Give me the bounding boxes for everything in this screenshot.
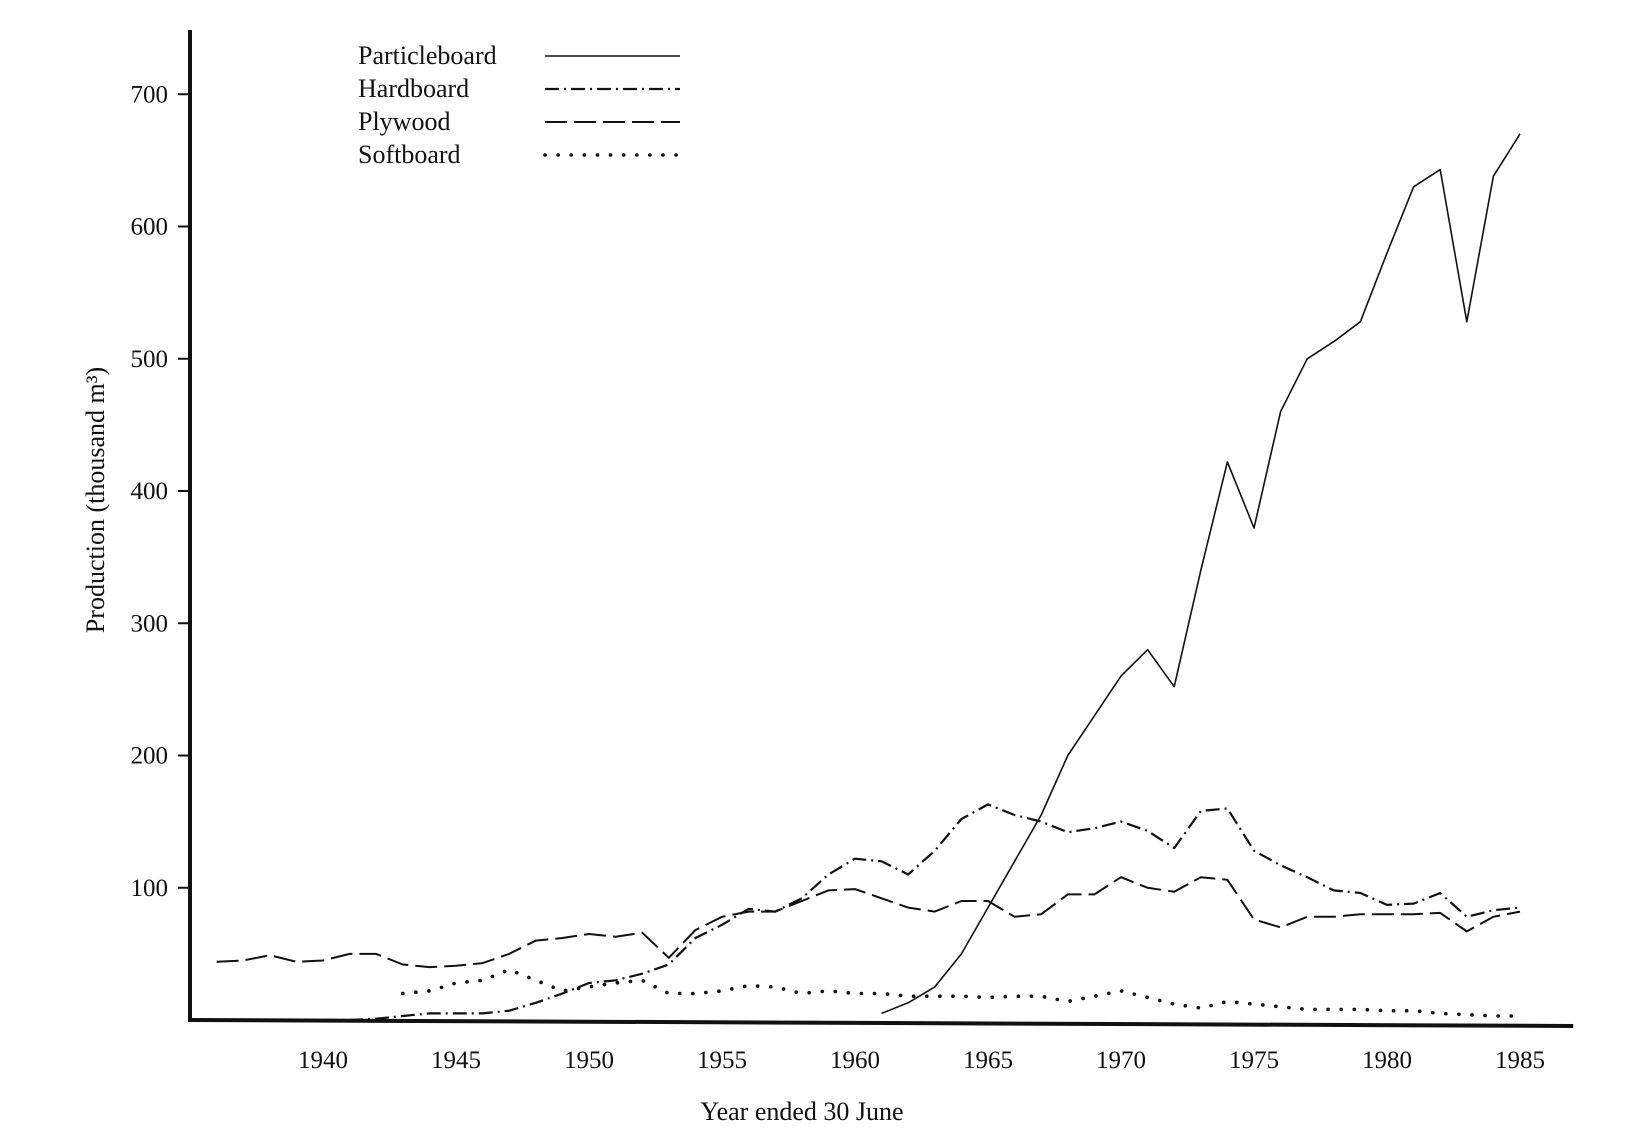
y-tick-label: 600 xyxy=(131,214,169,241)
series-line-hardboard xyxy=(323,803,1521,1022)
y-tick-label: 200 xyxy=(131,743,169,770)
y-tick-label: 100 xyxy=(131,875,169,902)
x-tick-label: 1945 xyxy=(431,1047,481,1074)
x-axis-title: Year ended 30 June xyxy=(700,1097,903,1126)
y-tick-label: 300 xyxy=(131,610,169,637)
x-axis-line xyxy=(187,1018,1574,1028)
legend-label-plywood: Plywood xyxy=(358,107,450,136)
x-tick-label: 1950 xyxy=(564,1047,614,1074)
y-axis-title: Production (thousand m³) xyxy=(81,367,110,633)
y-tick-label: 500 xyxy=(131,346,169,373)
x-tick-label: 1960 xyxy=(830,1047,880,1074)
series-line-particleboard xyxy=(881,133,1521,1015)
x-tick-label: 1965 xyxy=(963,1047,1013,1074)
x-tick-label: 1940 xyxy=(298,1047,348,1074)
legend-label-softboard: Softboard xyxy=(358,140,461,169)
x-tick-label: 1955 xyxy=(697,1047,747,1074)
series-line-softboard xyxy=(400,967,1522,1018)
legend-label-particleboard: Particleboard xyxy=(358,41,497,70)
y-tick-label: 400 xyxy=(131,478,169,505)
y-tick-label: 700 xyxy=(131,81,169,108)
legend-label-hardboard: Hardboard xyxy=(358,74,469,103)
series-line-plywood xyxy=(216,876,1521,969)
legend: Particleboard Hardboard Plywood Softboard xyxy=(358,41,682,169)
x-tick-label: 1985 xyxy=(1495,1047,1545,1074)
x-tick-label: 1975 xyxy=(1229,1047,1279,1074)
axes: 100 200 300 400 500 600 700 1940 1945 1950 1955 196… xyxy=(131,30,1574,1074)
x-tick-label: 1970 xyxy=(1096,1047,1146,1074)
series-layer xyxy=(216,133,1522,1022)
x-tick-label: 1980 xyxy=(1362,1047,1412,1074)
